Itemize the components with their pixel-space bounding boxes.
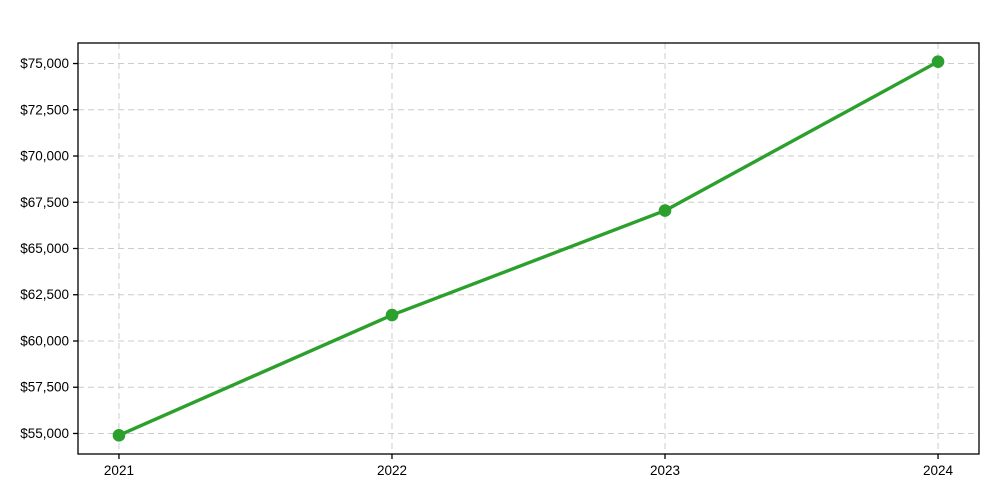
data-point-2024 xyxy=(931,55,945,68)
y-tick-label: $60,000 xyxy=(20,333,69,348)
y-tick-label: $57,500 xyxy=(20,380,69,395)
y-tick-label: $75,000 xyxy=(20,56,69,71)
data-point-2022 xyxy=(385,308,399,322)
data-point-2023 xyxy=(658,204,672,217)
x-tick-label: 2024 xyxy=(923,463,954,478)
y-tick-label: $55,000 xyxy=(20,426,69,441)
trend-line xyxy=(117,59,940,438)
data-point-2021 xyxy=(112,429,126,442)
x-tick-label: 2021 xyxy=(104,463,134,478)
y-tick-label: $70,000 xyxy=(20,149,69,164)
y-tick-label: $62,500 xyxy=(20,287,69,302)
y-tick-label: $65,000 xyxy=(20,241,69,256)
y-tick-label: $72,500 xyxy=(20,102,69,117)
x-tick-label: 2022 xyxy=(377,463,407,478)
y-tick-label: $67,500 xyxy=(20,195,69,210)
x-tick-label: 2023 xyxy=(650,463,680,478)
